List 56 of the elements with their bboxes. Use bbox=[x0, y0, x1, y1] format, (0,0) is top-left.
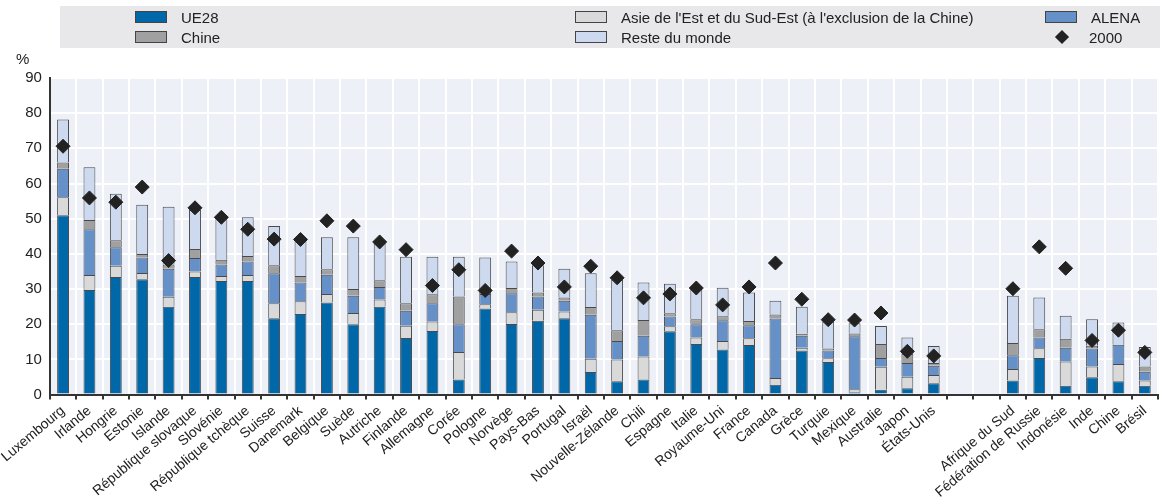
y-tick-label: 60 bbox=[25, 173, 42, 191]
point bbox=[583, 258, 599, 274]
point bbox=[504, 243, 520, 259]
y-tick-label: 30 bbox=[25, 279, 42, 297]
point bbox=[293, 231, 309, 247]
y-tick-label: 0 bbox=[33, 384, 42, 402]
legend-label: UE28 bbox=[181, 8, 219, 26]
point bbox=[1005, 281, 1021, 297]
point bbox=[319, 213, 335, 229]
point bbox=[134, 179, 150, 195]
point bbox=[741, 279, 757, 295]
point bbox=[372, 234, 388, 250]
point bbox=[1031, 239, 1047, 255]
point bbox=[108, 194, 124, 210]
legend-label: Reste du monde bbox=[621, 28, 732, 46]
point bbox=[794, 291, 810, 307]
point bbox=[820, 312, 836, 328]
point bbox=[899, 343, 915, 359]
y-tick-label: 20 bbox=[25, 314, 42, 332]
legend-label: Asie de l'Est et du Sud-Est (à l'exclusion de la Chine) bbox=[621, 8, 974, 26]
point bbox=[1058, 260, 1074, 276]
point bbox=[451, 262, 467, 278]
point bbox=[55, 138, 71, 154]
point bbox=[873, 305, 889, 321]
point bbox=[213, 209, 229, 225]
point bbox=[81, 190, 97, 206]
point bbox=[530, 255, 546, 271]
point bbox=[847, 312, 863, 328]
point bbox=[424, 278, 440, 294]
point bbox=[161, 253, 177, 269]
y-tick-label: 10 bbox=[25, 349, 42, 367]
y-tick-label: 40 bbox=[25, 244, 42, 262]
point bbox=[477, 282, 493, 298]
point bbox=[345, 218, 361, 234]
point bbox=[1110, 322, 1126, 338]
point bbox=[266, 231, 282, 247]
point bbox=[767, 255, 783, 271]
point bbox=[1137, 344, 1153, 360]
point bbox=[187, 200, 203, 216]
y-tick-label: 50 bbox=[25, 208, 42, 226]
point bbox=[556, 279, 572, 295]
point bbox=[662, 286, 678, 302]
point bbox=[636, 290, 652, 306]
point bbox=[715, 297, 731, 313]
point bbox=[688, 280, 704, 296]
y-tick-label: 80 bbox=[25, 103, 42, 121]
point bbox=[609, 270, 625, 286]
legend-label: ALENA bbox=[1091, 8, 1141, 26]
point bbox=[240, 221, 256, 237]
point bbox=[1084, 332, 1100, 348]
legend-label: Chine bbox=[181, 28, 221, 46]
legend-label: 2000 bbox=[1089, 28, 1123, 46]
y-axis-title: % bbox=[16, 50, 30, 67]
y-tick-label: 70 bbox=[25, 138, 42, 156]
y-tick-label: 90 bbox=[25, 68, 42, 86]
point bbox=[398, 242, 414, 258]
